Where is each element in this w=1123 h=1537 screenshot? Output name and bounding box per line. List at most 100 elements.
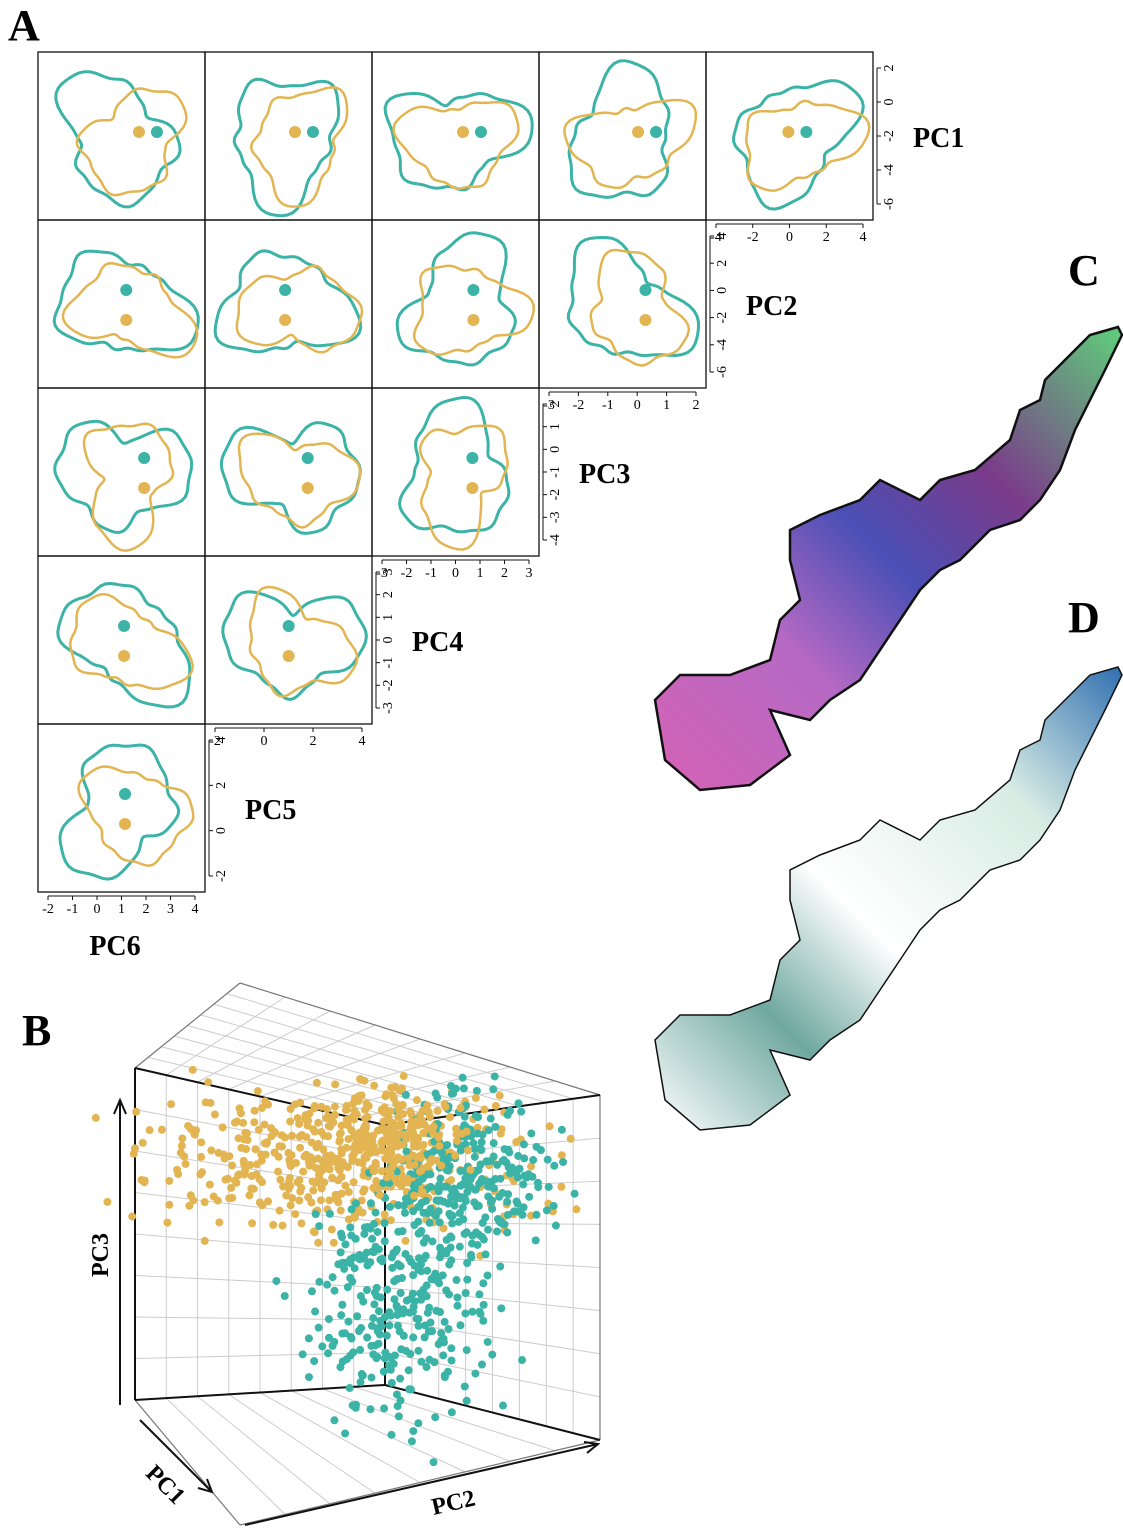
point-teal	[425, 1208, 433, 1216]
point-gold	[334, 1164, 342, 1172]
point-gold	[276, 1176, 284, 1184]
point-teal	[428, 1237, 436, 1245]
point-gold	[242, 1145, 250, 1153]
point-gold	[374, 1184, 382, 1192]
point-teal	[368, 1235, 376, 1243]
point-teal	[461, 1309, 469, 1317]
point-teal	[350, 1253, 358, 1261]
contour-gold	[394, 102, 519, 188]
point-gold	[258, 1104, 266, 1112]
point-gold	[405, 1154, 413, 1162]
contour-teal	[223, 592, 367, 700]
bottom-tick-label: -2	[747, 230, 759, 245]
point-teal	[426, 1356, 434, 1364]
point-gold	[250, 1185, 258, 1193]
contour-gold	[77, 89, 187, 196]
row-label: PC3	[579, 459, 630, 490]
point-gold	[492, 1102, 500, 1110]
point-gold	[228, 1161, 236, 1169]
point-teal	[514, 1099, 522, 1107]
point-gold	[258, 1157, 266, 1165]
point-teal	[315, 1324, 323, 1332]
point-teal	[442, 1286, 450, 1294]
point-teal	[330, 1416, 338, 1424]
centroid-teal	[800, 126, 812, 138]
point-teal	[499, 1402, 507, 1410]
point-gold	[398, 1085, 406, 1093]
point-teal	[387, 1312, 395, 1320]
point-gold	[315, 1174, 323, 1182]
side-tick-label: 3	[381, 569, 396, 576]
bottom-tick-label: 4	[359, 734, 366, 749]
point-teal	[315, 1222, 323, 1230]
centroid-teal	[283, 620, 295, 632]
point-gold	[221, 1176, 229, 1184]
point-teal	[363, 1286, 371, 1294]
centroid-gold	[457, 126, 469, 138]
point-teal	[421, 1333, 429, 1341]
row-label: PC2	[746, 291, 797, 322]
centroid-teal	[120, 284, 132, 296]
point-teal	[337, 1248, 345, 1256]
contour-gold	[746, 101, 869, 191]
point-gold	[313, 1079, 321, 1087]
point-teal	[457, 1194, 465, 1202]
axis-label: PC3	[88, 1233, 114, 1277]
bottom-tick-label: 2	[501, 566, 508, 581]
point-teal	[348, 1205, 356, 1213]
point-teal	[444, 1167, 452, 1175]
point-gold	[245, 1191, 253, 1199]
point-teal	[477, 1310, 485, 1318]
point-teal	[308, 1287, 316, 1295]
centroid-gold	[120, 314, 132, 326]
point-gold	[377, 1139, 385, 1147]
point-gold	[451, 1152, 459, 1160]
point-gold	[358, 1144, 366, 1152]
point-teal	[424, 1309, 432, 1317]
point-teal	[420, 1255, 428, 1263]
centroid-teal	[118, 620, 130, 632]
centroid-gold	[133, 126, 145, 138]
point-gold	[350, 1178, 358, 1186]
point-teal	[356, 1346, 364, 1354]
side-tick-label: -2	[548, 489, 563, 501]
point-gold	[191, 1131, 199, 1139]
point-teal	[311, 1308, 319, 1316]
point-teal	[329, 1342, 337, 1350]
point-gold	[263, 1138, 271, 1146]
point-teal	[367, 1374, 375, 1382]
point-teal	[550, 1202, 558, 1210]
centroid-teal	[151, 126, 163, 138]
side-tick-label: -4	[548, 534, 563, 546]
point-teal	[455, 1218, 463, 1226]
point-gold	[131, 1144, 139, 1152]
point-gold	[302, 1151, 310, 1159]
centroid-gold	[289, 126, 301, 138]
point-gold	[355, 1092, 363, 1100]
point-teal	[344, 1318, 352, 1326]
contour-gold	[237, 266, 362, 353]
point-teal	[370, 1248, 378, 1256]
point-teal	[552, 1222, 560, 1230]
point-gold	[416, 1152, 424, 1160]
point-gold	[184, 1122, 192, 1130]
point-teal	[436, 1308, 444, 1316]
point-teal	[381, 1219, 389, 1227]
point-gold	[390, 1094, 398, 1102]
side-tick-label: 2	[715, 260, 730, 267]
point-gold	[297, 1184, 305, 1192]
point-gold	[173, 1166, 181, 1174]
point-gold	[252, 1170, 260, 1178]
point-gold	[406, 1129, 414, 1137]
point-gold	[383, 1173, 391, 1181]
point-teal	[405, 1366, 413, 1374]
side-tick-label: 2	[882, 65, 897, 72]
point-teal	[488, 1205, 496, 1213]
point-teal	[373, 1292, 381, 1300]
point-teal	[453, 1294, 461, 1302]
point-gold	[480, 1106, 488, 1114]
point-teal	[409, 1333, 417, 1341]
side-tick-label: 0	[548, 446, 563, 453]
point-gold	[400, 1072, 408, 1080]
point-teal	[496, 1262, 504, 1270]
